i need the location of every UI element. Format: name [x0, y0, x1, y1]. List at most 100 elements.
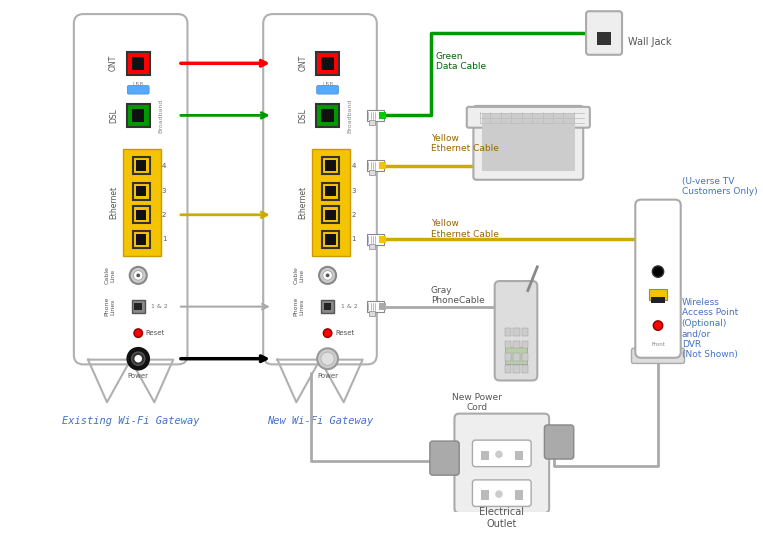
Bar — [133, 206, 150, 223]
Bar — [132, 109, 144, 122]
Text: New Wi-Fi Gateway: New Wi-Fi Gateway — [267, 417, 373, 427]
Circle shape — [495, 451, 503, 458]
Bar — [322, 206, 339, 223]
Bar — [321, 109, 334, 122]
Bar — [321, 57, 334, 69]
Bar — [131, 300, 145, 313]
Polygon shape — [88, 359, 130, 402]
FancyBboxPatch shape — [473, 106, 583, 180]
Bar — [325, 186, 336, 196]
Text: Existing Wi-Fi Gateway: Existing Wi-Fi Gateway — [62, 417, 199, 427]
Text: 1: 1 — [162, 237, 166, 242]
Bar — [504, 341, 511, 348]
Bar — [123, 148, 161, 256]
Circle shape — [326, 273, 330, 277]
Bar — [597, 32, 610, 45]
Bar — [522, 341, 528, 348]
Bar — [522, 365, 528, 373]
Bar — [378, 112, 386, 119]
Bar — [369, 170, 375, 175]
Text: 4: 4 — [162, 162, 166, 169]
Bar — [136, 186, 146, 196]
Bar — [513, 365, 520, 373]
Circle shape — [317, 348, 338, 369]
Bar — [367, 301, 385, 312]
Circle shape — [652, 266, 664, 277]
Bar — [316, 104, 339, 127]
Circle shape — [319, 267, 336, 284]
Text: 4: 4 — [351, 162, 356, 169]
Bar — [136, 160, 146, 171]
FancyBboxPatch shape — [586, 11, 622, 55]
Bar — [649, 289, 668, 300]
Text: Power: Power — [127, 373, 149, 379]
Bar — [322, 157, 339, 174]
Text: 2: 2 — [162, 212, 166, 218]
Text: (U-verse TV
Customers Only): (U-verse TV Customers Only) — [681, 177, 758, 196]
Text: Cable
Line: Cable Line — [105, 266, 115, 284]
Text: Electrical
Outlet: Electrical Outlet — [479, 507, 524, 529]
Bar — [513, 353, 520, 360]
Polygon shape — [130, 359, 173, 402]
Text: New Power
Cord: New Power Cord — [452, 392, 502, 412]
Bar — [325, 210, 336, 220]
Text: Wall Jack: Wall Jack — [628, 37, 671, 48]
Text: Green
Data Cable: Green Data Cable — [436, 52, 485, 71]
FancyBboxPatch shape — [455, 414, 549, 513]
Circle shape — [134, 355, 142, 363]
Text: ONT: ONT — [298, 55, 307, 72]
Circle shape — [130, 267, 146, 284]
FancyBboxPatch shape — [317, 85, 339, 94]
Bar — [378, 303, 386, 310]
Bar — [325, 160, 336, 171]
Bar — [312, 148, 350, 256]
Bar — [513, 341, 520, 348]
Bar — [127, 104, 150, 127]
FancyBboxPatch shape — [430, 441, 459, 475]
Circle shape — [321, 352, 334, 365]
Bar — [482, 113, 575, 171]
FancyBboxPatch shape — [74, 14, 188, 364]
Circle shape — [495, 490, 503, 498]
Circle shape — [324, 329, 332, 337]
Text: DSL: DSL — [109, 108, 118, 123]
Bar — [513, 328, 520, 336]
Bar — [367, 234, 385, 245]
Bar — [481, 490, 488, 500]
Bar — [652, 297, 665, 303]
Bar — [522, 328, 528, 336]
Bar — [133, 157, 150, 174]
FancyBboxPatch shape — [494, 281, 537, 381]
Polygon shape — [278, 359, 320, 402]
Text: USB: USB — [322, 82, 333, 87]
Bar — [316, 52, 339, 75]
Bar — [378, 235, 386, 243]
Text: USB: USB — [133, 82, 143, 87]
Bar — [325, 234, 336, 245]
Bar — [322, 231, 339, 248]
Bar — [321, 300, 334, 313]
Text: 1: 1 — [351, 237, 356, 242]
Text: Reset: Reset — [146, 330, 165, 336]
Text: Reset: Reset — [335, 330, 354, 336]
Bar — [367, 160, 385, 171]
Bar — [127, 52, 150, 75]
Circle shape — [134, 271, 143, 280]
FancyBboxPatch shape — [127, 85, 149, 94]
Bar — [324, 303, 331, 310]
FancyBboxPatch shape — [263, 14, 377, 364]
Text: ONT: ONT — [109, 55, 118, 72]
Bar — [504, 365, 511, 373]
Bar — [369, 120, 375, 125]
Bar — [504, 353, 511, 360]
Bar — [369, 244, 375, 249]
Bar — [378, 162, 386, 169]
Text: 3: 3 — [351, 188, 356, 194]
Bar — [515, 451, 523, 460]
Text: Broadband: Broadband — [159, 98, 163, 132]
FancyBboxPatch shape — [472, 440, 531, 467]
Bar — [504, 347, 527, 364]
Bar — [481, 451, 488, 460]
FancyBboxPatch shape — [544, 425, 574, 459]
Bar — [522, 353, 528, 360]
